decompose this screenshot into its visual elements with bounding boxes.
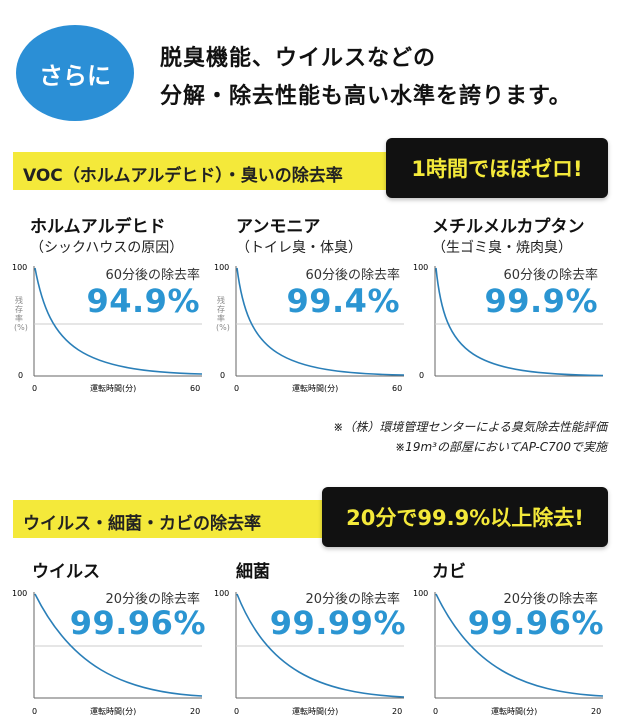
panel-name: アンモニア <box>236 217 321 237</box>
voc-panel-ammonia: アンモニア （トイレ臭・体臭） <box>236 212 426 257</box>
x-axis-label: 運転時間(分) <box>292 707 338 716</box>
intro-badge-label: さらに <box>39 61 111 90</box>
voc-removal-label-2: 60分後の除去率 <box>305 268 400 283</box>
y-tick-top: 100 <box>12 263 27 272</box>
virus-section-title: ウイルス・細菌・カビの除去率 <box>23 514 261 534</box>
virus-chart: 100 0 20 運転時間(分) <box>12 589 203 716</box>
footnote-2: ※19m³の部屋においてAP-C700で実施 <box>395 440 607 454</box>
voc-chart-ammonia: 100 0 0 60 運転時間(分) <box>214 263 405 393</box>
decay-curve <box>236 267 405 376</box>
y-tick-top: 100 <box>413 589 428 598</box>
x-tick-start: 0 <box>234 384 239 393</box>
headline-line-2: 分解・除去性能も高い水準を誇ります。 <box>160 84 572 109</box>
bacteria-removal-value: 99.99% <box>269 604 406 642</box>
voc-panel-formaldehyde: ホルムアルデヒド （シックハウスの原因） <box>30 212 220 257</box>
decay-curve <box>34 593 203 697</box>
x-tick-start: 0 <box>234 707 239 716</box>
x-tick-end: 20 <box>190 707 200 716</box>
bacteria-removal-label: 20分後の除去率 <box>305 592 400 607</box>
panel-subtitle: （トイレ臭・体臭） <box>236 240 362 256</box>
panel-subtitle: （シックハウスの原因） <box>30 240 184 256</box>
x-tick-start: 0 <box>32 707 37 716</box>
intro-badge: さらに <box>16 25 134 121</box>
y-tick-bottom: 0 <box>18 371 23 380</box>
y-tick-top: 100 <box>214 589 229 598</box>
voc-removal-value-3: 99.9% <box>484 282 598 320</box>
virus-callout: 20分で99.9%以上除去! <box>322 487 608 547</box>
y-tick-bottom: 0 <box>419 371 424 380</box>
mold-panel-name: カビ <box>432 562 466 582</box>
bacteria-panel-name: 細菌 <box>236 562 270 582</box>
y-axis-label: 残存率(%) <box>14 296 28 332</box>
x-axis-label: 運転時間(分) <box>90 707 136 716</box>
mold-removal-value: 99.96% <box>467 604 604 642</box>
x-axis-label: 運転時間(分) <box>90 384 136 393</box>
mold-chart: 100 0 20 運転時間(分) <box>413 589 604 716</box>
y-axis-label: 残存率(%) <box>216 296 230 332</box>
headline-line-1: 脱臭機能、ウイルスなどの <box>160 46 437 71</box>
voc-removal-label-3: 60分後の除去率 <box>503 268 598 283</box>
y-tick-top: 100 <box>214 263 229 272</box>
x-axis-label: 運転時間(分) <box>491 707 537 716</box>
y-tick-bottom: 0 <box>220 371 225 380</box>
x-tick-end: 60 <box>392 384 402 393</box>
y-tick-top: 100 <box>413 263 428 272</box>
x-tick-end: 60 <box>190 384 200 393</box>
decay-curve <box>34 267 203 375</box>
x-tick-start: 0 <box>32 384 37 393</box>
voc-removal-label-1: 60分後の除去率 <box>105 268 200 283</box>
voc-chart-methyl-mercaptan: 100 0 <box>413 263 604 380</box>
decay-curve <box>435 593 604 697</box>
virus-removal-value: 99.96% <box>69 604 206 642</box>
virus-callout-text: 20分で99.9%以上除去! <box>346 506 584 530</box>
bacteria-chart: 100 0 20 運転時間(分) <box>214 589 405 716</box>
x-tick-end: 20 <box>591 707 601 716</box>
voc-chart-formaldehyde: 100 0 0 60 運転時間(分) <box>12 263 203 393</box>
panel-subtitle: （生ゴミ臭・焼肉臭） <box>432 240 572 256</box>
voc-removal-value-1: 94.9% <box>86 282 200 320</box>
y-tick-top: 100 <box>12 589 27 598</box>
panel-name: ホルムアルデヒド <box>30 217 166 237</box>
x-tick-end: 20 <box>392 707 402 716</box>
x-axis-label: 運転時間(分) <box>292 384 338 393</box>
voc-section-title: VOC（ホルムアルデヒド）・臭いの除去率 <box>23 166 343 186</box>
footnote-1: ※（株）環境管理センターによる臭気除去性能評価 <box>333 420 607 434</box>
decay-curve <box>236 593 405 698</box>
voc-callout: 1時間でほぼゼロ! <box>386 138 608 198</box>
decay-curve <box>435 267 604 377</box>
voc-removal-value-2: 99.4% <box>286 282 400 320</box>
voc-panel-methyl-mercaptan: メチルメルカプタン （生ゴミ臭・焼肉臭） <box>432 212 622 257</box>
mold-removal-label: 20分後の除去率 <box>503 592 598 607</box>
virus-panel-name: ウイルス <box>32 562 100 582</box>
virus-removal-label: 20分後の除去率 <box>105 592 200 607</box>
x-tick-start: 0 <box>433 707 438 716</box>
panel-name: メチルメルカプタン <box>432 217 585 237</box>
voc-callout-text: 1時間でほぼゼロ! <box>411 157 583 181</box>
